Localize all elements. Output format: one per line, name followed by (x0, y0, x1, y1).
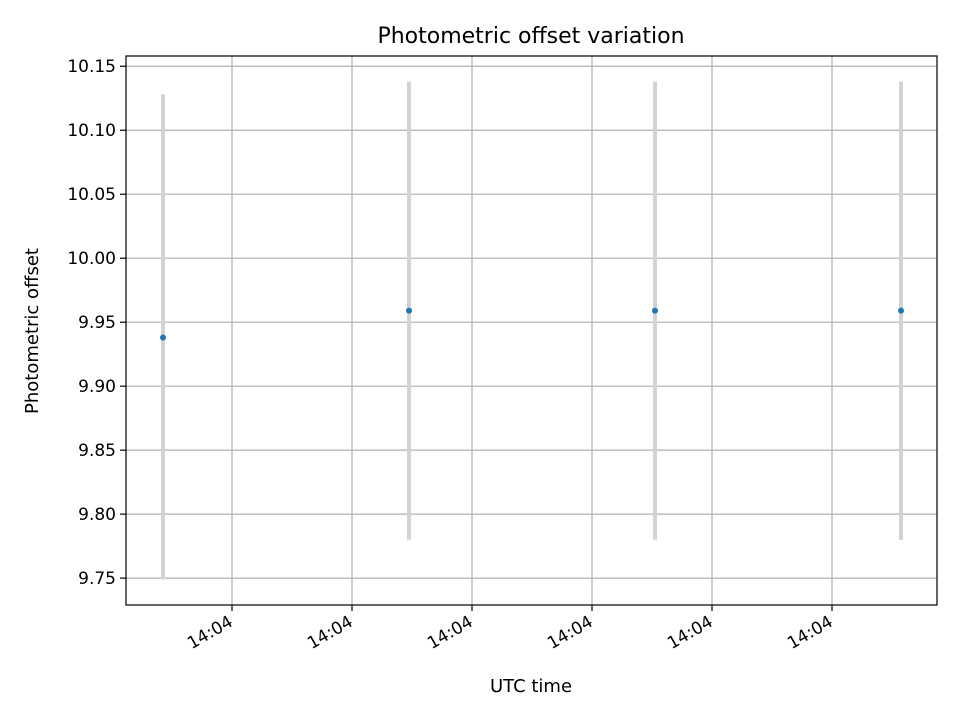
plot-area-frame (125, 55, 938, 606)
y-tick-label: 9.95 (78, 313, 116, 333)
data-point (652, 307, 658, 314)
data-point (898, 307, 904, 314)
data-point (160, 334, 166, 341)
grid (126, 56, 937, 605)
y-tick-label: 10.10 (67, 121, 116, 141)
y-tick-label: 10.15 (67, 57, 116, 77)
y-axis-label: Photometric offset (22, 248, 43, 414)
y-tick-label: 9.85 (78, 441, 116, 461)
y-tick-label: 10.05 (67, 185, 116, 205)
chart-title: Photometric offset variation (377, 24, 684, 49)
y-tick-label: 9.90 (78, 377, 116, 397)
y-tick-label: 10.00 (67, 249, 116, 269)
y-tick-label: 9.75 (78, 569, 116, 589)
x-axis-label: UTC time (490, 676, 572, 697)
data-point (406, 307, 412, 314)
y-tick-label: 9.80 (78, 505, 116, 525)
y-axis-ticks: 9.75 9.80 9.85 9.90 9.95 10.00 10.05 10.10 10.15 (67, 57, 126, 589)
data-points (160, 307, 904, 341)
